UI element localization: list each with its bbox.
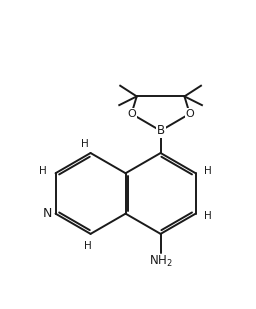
Text: H: H [81,139,89,150]
Text: O: O [185,109,194,119]
Text: H: H [39,166,47,176]
Text: H: H [84,241,91,251]
Text: H: H [204,166,212,176]
Text: H: H [204,211,212,221]
Text: O: O [127,109,136,119]
Text: NH$_2$: NH$_2$ [149,254,173,269]
Text: B: B [156,124,165,137]
Text: N: N [42,207,52,220]
